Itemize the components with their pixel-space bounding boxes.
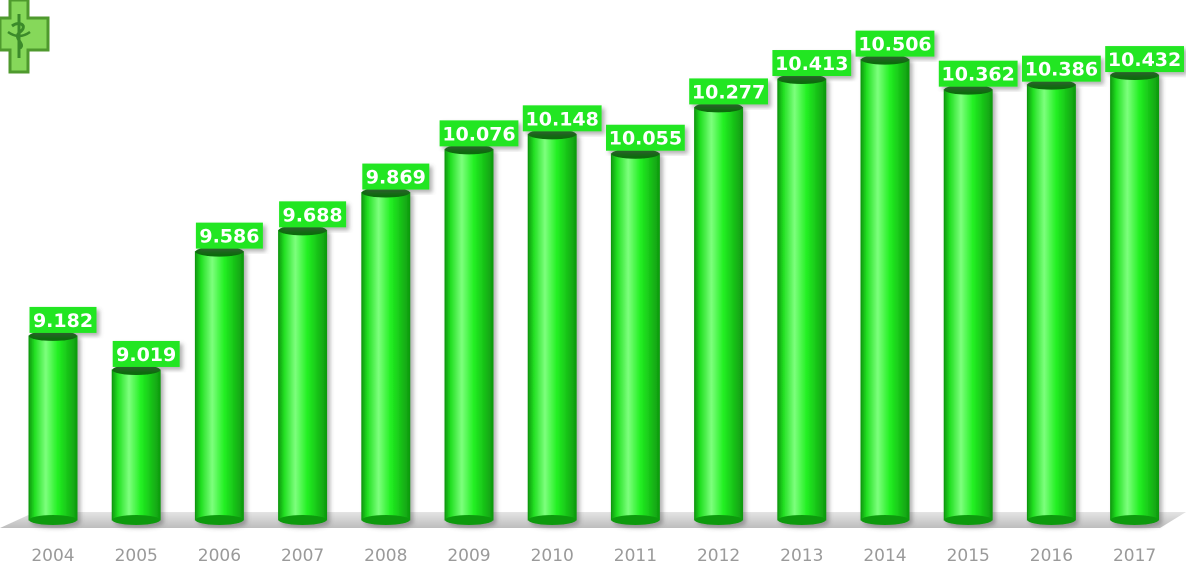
data-label-text: 10.386: [1025, 59, 1098, 81]
data-label-text: 10.362: [942, 64, 1015, 86]
bar-2010: [527, 129, 577, 525]
data-label: 10.277: [689, 78, 768, 105]
data-label-text: 10.148: [526, 108, 599, 130]
data-label-text: 10.076: [442, 123, 515, 145]
bar-2007: [278, 225, 328, 525]
bar-2011: [610, 148, 660, 525]
x-tick-label: 2013: [780, 546, 823, 566]
bar-2009: [444, 144, 494, 525]
bar-2005: [111, 364, 161, 525]
bar-2008: [361, 187, 411, 525]
chart-floor: [0, 512, 1186, 528]
data-label-text: 9.688: [283, 204, 343, 226]
data-label: 9.182: [29, 306, 97, 333]
data-label-text: 9.182: [33, 310, 93, 332]
data-label: 9.019: [112, 340, 180, 367]
data-label: 9.586: [195, 222, 263, 249]
data-label: 10.413: [772, 50, 852, 77]
x-tick-label: 2016: [1030, 546, 1073, 566]
data-label: 9.869: [362, 163, 430, 190]
data-label: 10.432: [1105, 46, 1184, 73]
bar-2012: [694, 102, 744, 525]
x-tick-label: 2007: [281, 546, 324, 566]
x-tick-label: 2011: [614, 546, 657, 566]
bar-2013: [777, 74, 827, 525]
bar-2015: [943, 84, 993, 525]
data-label-text: 9.586: [199, 226, 259, 248]
data-label-text: 10.432: [1108, 49, 1181, 71]
bar-2017: [1110, 70, 1160, 525]
x-tick-label: 2012: [697, 546, 740, 566]
data-label: 10.055: [606, 124, 685, 151]
x-tick-label: 2008: [364, 546, 407, 566]
x-tick-label: 2010: [531, 546, 574, 566]
data-label-text: 10.413: [775, 53, 848, 75]
data-label: 10.148: [522, 105, 602, 132]
x-tick-label: 2004: [31, 546, 74, 566]
data-label-text: 10.506: [858, 34, 931, 56]
x-tick-label: 2014: [863, 546, 906, 566]
data-label: 10.076: [439, 120, 519, 147]
bar-2016: [1026, 79, 1076, 525]
data-label-text: 9.869: [366, 167, 426, 189]
x-tick-label: 2006: [198, 546, 241, 566]
data-label: 10.362: [938, 60, 1018, 87]
bar-2004: [28, 330, 78, 525]
bar-2006: [194, 246, 244, 525]
x-tick-label: 2015: [947, 546, 990, 566]
data-label-text: 9.019: [116, 344, 176, 366]
data-label: 10.506: [855, 30, 935, 57]
data-label: 9.688: [279, 201, 347, 228]
x-tick-label: 2017: [1113, 546, 1156, 566]
x-tick-label: 2005: [115, 546, 158, 566]
data-label-text: 10.277: [692, 81, 765, 103]
data-label: 10.386: [1022, 55, 1101, 82]
bar-2014: [860, 54, 910, 525]
x-tick-label: 2009: [447, 546, 490, 566]
data-label-text: 10.055: [609, 128, 682, 150]
pharmacy-cross-icon: [0, 0, 50, 74]
